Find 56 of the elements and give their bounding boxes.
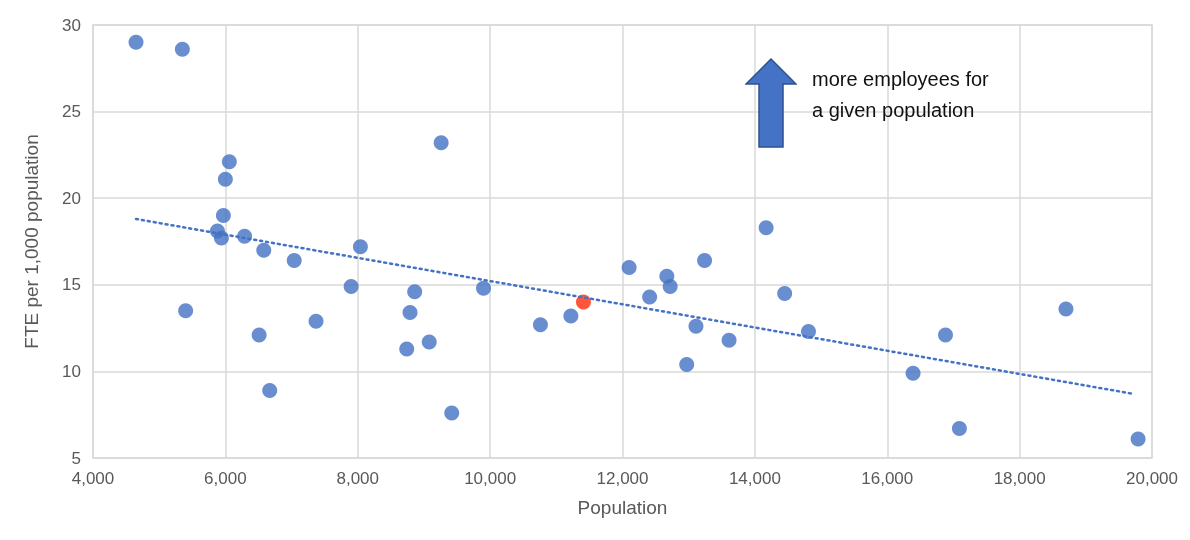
- point: [938, 327, 953, 343]
- point: [221, 154, 237, 170]
- point: [251, 327, 267, 343]
- point: [402, 305, 418, 321]
- x-tick-label: 16,000: [861, 469, 914, 488]
- point: [343, 279, 359, 295]
- x-tick-label: 20,000: [1126, 469, 1178, 488]
- point: [128, 34, 144, 50]
- y-tick-label: 15: [62, 275, 81, 295]
- y-tick-label: 30: [62, 15, 81, 35]
- point: [697, 253, 713, 269]
- point: [178, 303, 194, 319]
- x-tick-label: 18,000: [993, 469, 1046, 488]
- x-tick-label: 12,000: [596, 469, 649, 488]
- point: [407, 284, 423, 300]
- point: [352, 239, 368, 255]
- point: [532, 317, 548, 333]
- point: [801, 324, 816, 340]
- point: [444, 405, 460, 421]
- point: [688, 318, 704, 334]
- point: [905, 365, 921, 381]
- x-tick-label: 6,000: [204, 469, 247, 488]
- y-tick-label: 5: [71, 448, 81, 468]
- point: [215, 208, 231, 224]
- point: [308, 313, 324, 329]
- point: [951, 421, 967, 437]
- point: [433, 135, 449, 151]
- point: [476, 280, 492, 296]
- x-tick-label: 8,000: [336, 469, 380, 488]
- point: [563, 308, 579, 324]
- point: [421, 334, 437, 350]
- y-tick-label: 10: [62, 361, 81, 381]
- y-axis-title: FTE per 1,000 population: [21, 134, 42, 349]
- point: [679, 356, 695, 372]
- point: [662, 279, 678, 295]
- point: [217, 171, 233, 187]
- point: [1130, 431, 1146, 447]
- point: [399, 341, 415, 357]
- x-tick-label: 14,000: [728, 469, 781, 488]
- point: [286, 253, 302, 269]
- point: [777, 285, 793, 301]
- point: [575, 294, 591, 310]
- point: [642, 289, 658, 305]
- point: [256, 242, 272, 258]
- point: [262, 382, 278, 398]
- point: [621, 259, 637, 275]
- y-tick-label: 25: [62, 102, 81, 122]
- point: [174, 41, 190, 57]
- point: [758, 220, 774, 236]
- y-tick-label: 20: [62, 188, 81, 208]
- x-tick-label: 4,000: [71, 469, 115, 488]
- x-tick-label: 10,000: [464, 469, 517, 488]
- annotation: more employees for a given population: [812, 67, 989, 123]
- point: [721, 332, 737, 348]
- point: [1058, 301, 1074, 317]
- x-axis-title: Population: [577, 497, 668, 518]
